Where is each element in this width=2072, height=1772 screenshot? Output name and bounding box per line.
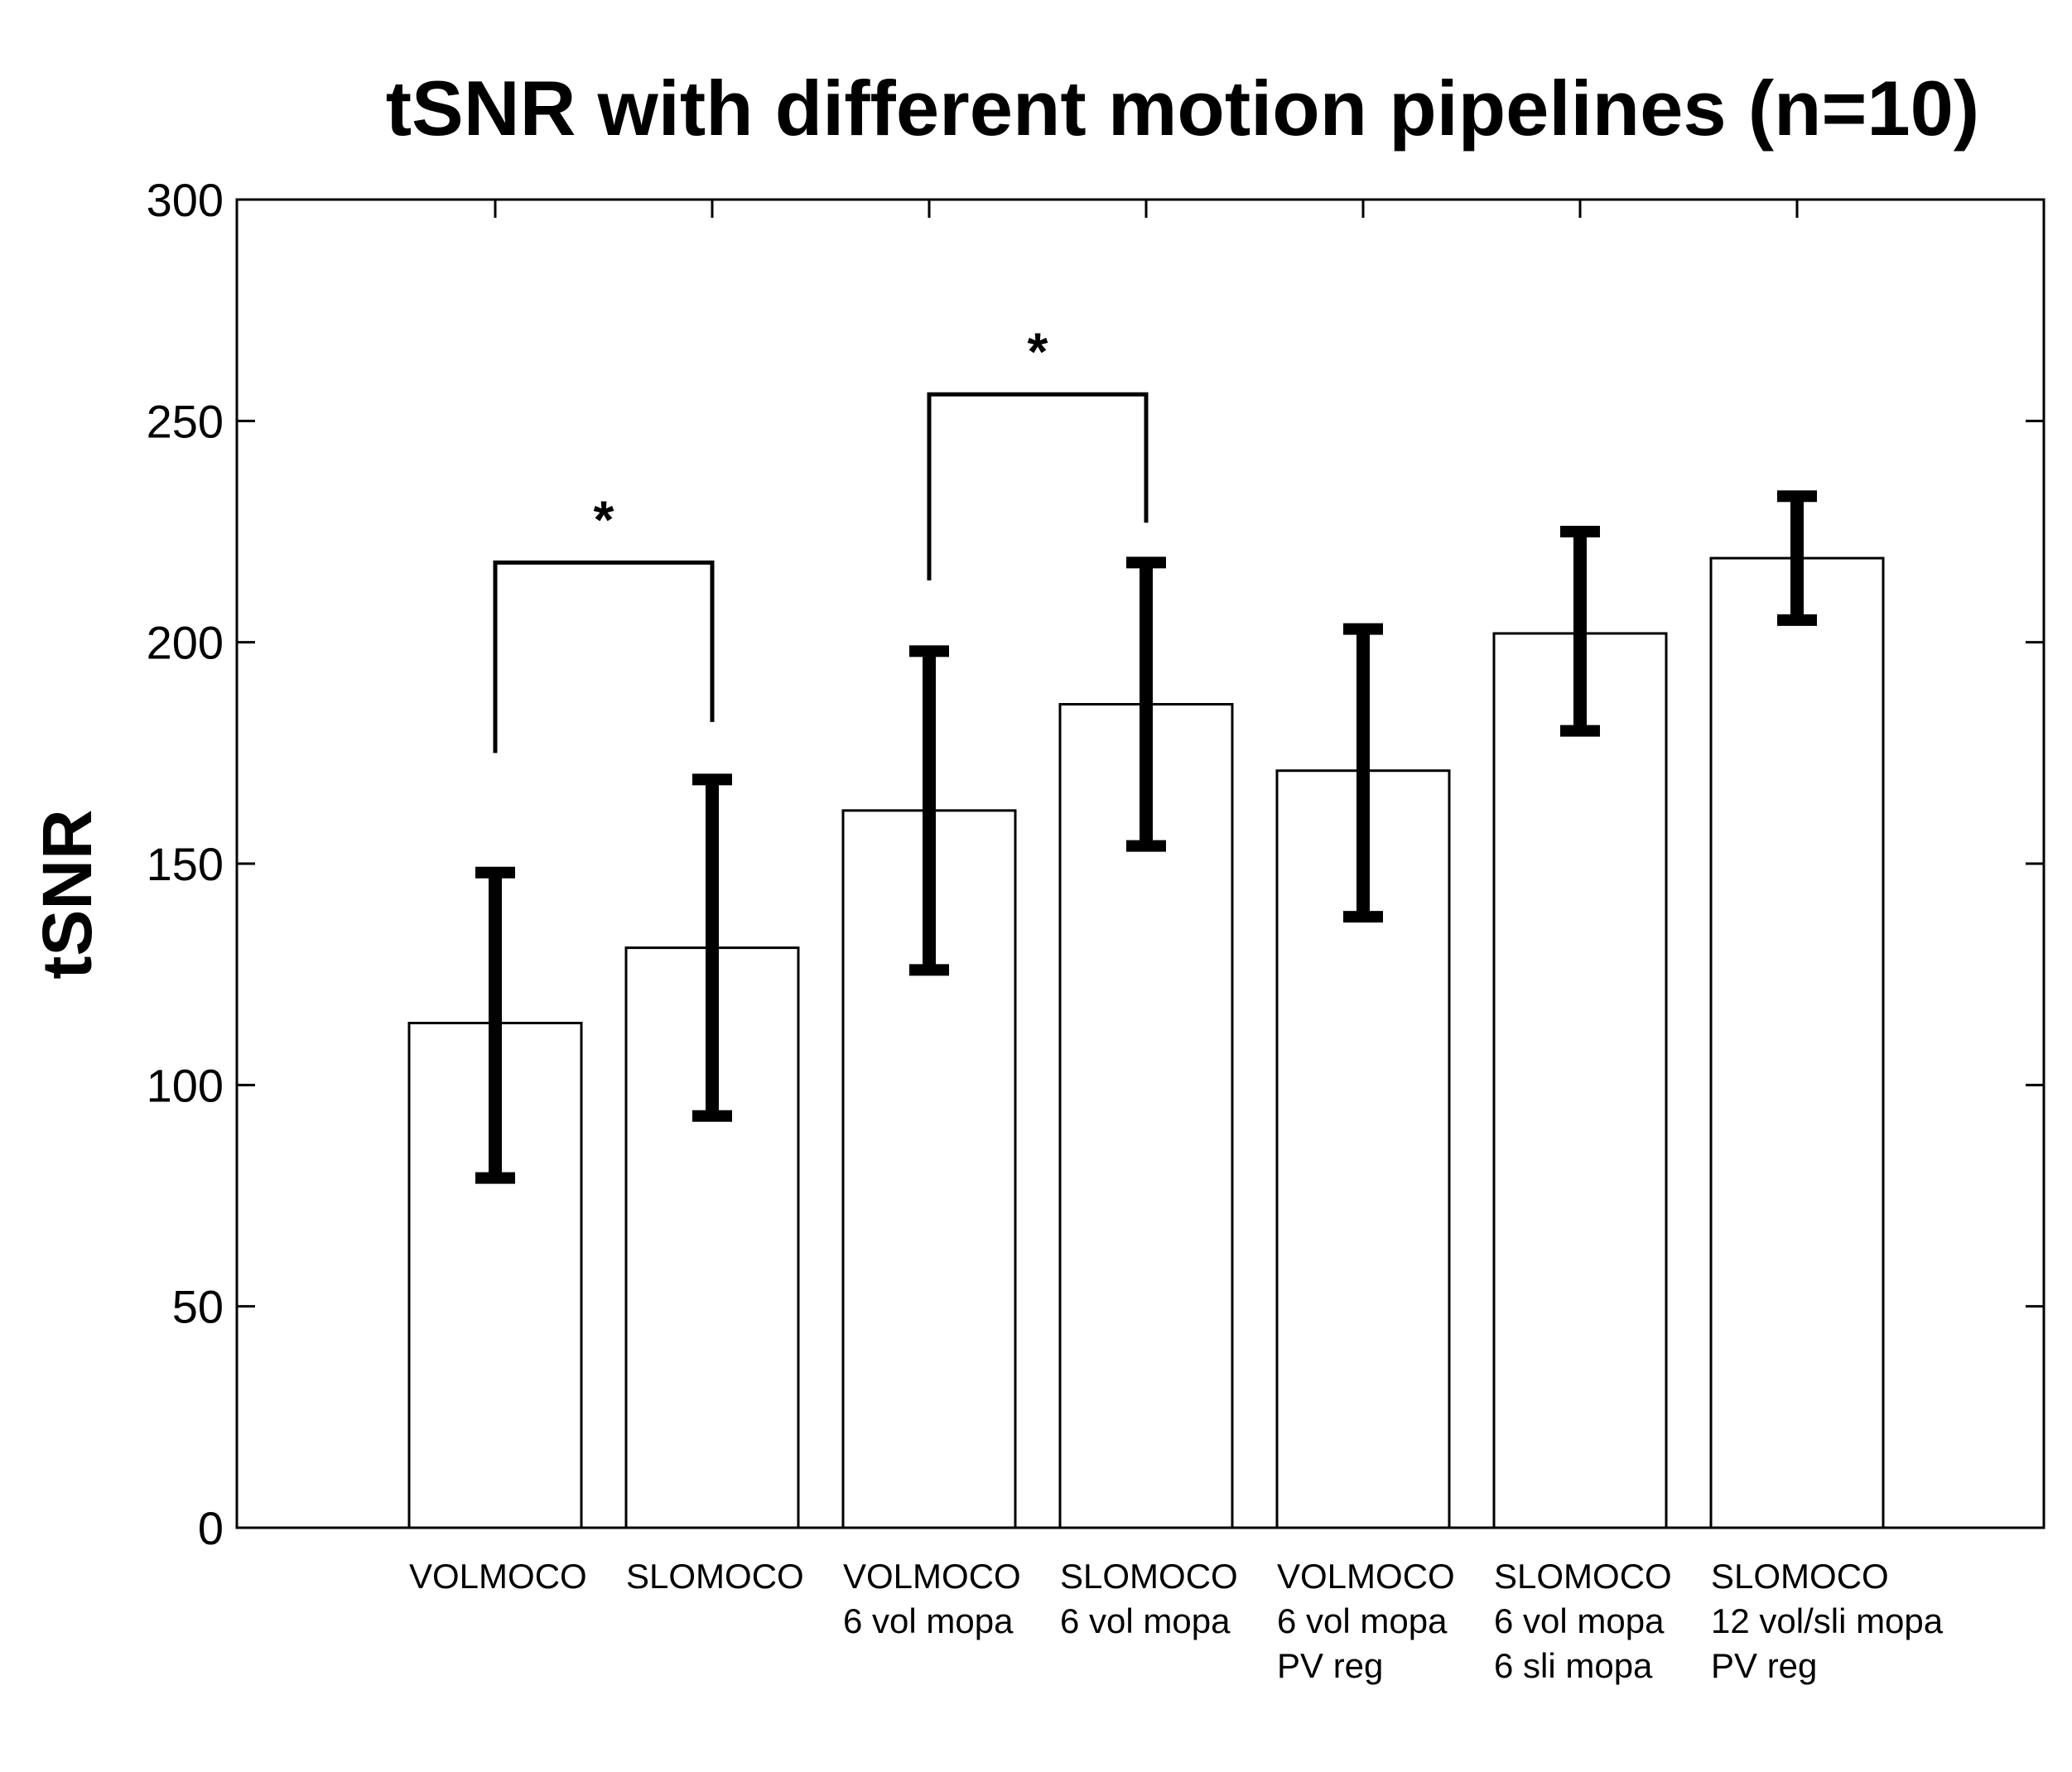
significance-label: * bbox=[1028, 321, 1048, 381]
y-tick-label: 250 bbox=[147, 395, 224, 447]
x-category-label-line: SLOMOCO bbox=[1711, 1557, 1889, 1596]
bar bbox=[1492, 632, 1668, 1529]
x-category-label: VOLMOCO bbox=[409, 1557, 587, 1596]
x-category-label-line: 6 sli mopa bbox=[1494, 1646, 1653, 1685]
x-category-label-line: 6 vol mopa bbox=[1060, 1601, 1231, 1640]
y-tick-label: 50 bbox=[172, 1281, 224, 1333]
plot-area: 0 50 100 150 200 250 300 * * VOLMOCO SLOMOCO VOLMOC… bbox=[147, 174, 2045, 1685]
x-category-label-line: VOLMOCO bbox=[843, 1557, 1021, 1596]
x-category-label: VOLMOCO 6 vol mopa PV reg bbox=[1277, 1557, 1455, 1685]
x-category-label-line: SLOMOCO bbox=[1494, 1557, 1672, 1596]
y-tick-label: 300 bbox=[147, 174, 224, 226]
x-category-label-line: SLOMOCO bbox=[626, 1557, 804, 1596]
y-tick-label: 200 bbox=[147, 617, 224, 669]
x-category-label: SLOMOCO 6 vol mopa 6 sli mopa bbox=[1494, 1557, 1672, 1685]
bar bbox=[1709, 556, 1885, 1529]
x-category-label-line: SLOMOCO bbox=[1060, 1557, 1238, 1596]
x-category-label: SLOMOCO bbox=[626, 1557, 804, 1596]
x-category-label-line: 6 vol mopa bbox=[1494, 1601, 1665, 1640]
significance-label: * bbox=[594, 489, 614, 549]
x-category-label-line: VOLMOCO bbox=[1277, 1557, 1455, 1596]
x-category-label-line: 6 vol mopa bbox=[1277, 1601, 1448, 1640]
y-tick-label: 0 bbox=[198, 1502, 224, 1554]
x-category-label: VOLMOCO 6 vol mopa bbox=[843, 1557, 1021, 1640]
x-category-label-line: PV reg bbox=[1277, 1646, 1383, 1685]
x-category-label-line: PV reg bbox=[1711, 1646, 1817, 1685]
y-axis-label: tSNR bbox=[28, 809, 106, 979]
y-tick-label: 150 bbox=[147, 838, 224, 890]
significance-bracket bbox=[927, 392, 1149, 580]
significance-bracket bbox=[493, 560, 715, 754]
y-tick-label: 100 bbox=[147, 1059, 224, 1111]
x-category-label: SLOMOCO 6 vol mopa bbox=[1060, 1557, 1238, 1640]
x-category-label-line: 6 vol mopa bbox=[843, 1601, 1014, 1640]
chart-title: tSNR with different motion pipelines (n=… bbox=[386, 65, 1979, 152]
x-category-label-line: 12 vol/sli mopa bbox=[1711, 1601, 1944, 1640]
x-category-label-line: VOLMOCO bbox=[409, 1557, 587, 1596]
x-category-label: SLOMOCO 12 vol/sli mopa PV reg bbox=[1711, 1557, 1944, 1685]
